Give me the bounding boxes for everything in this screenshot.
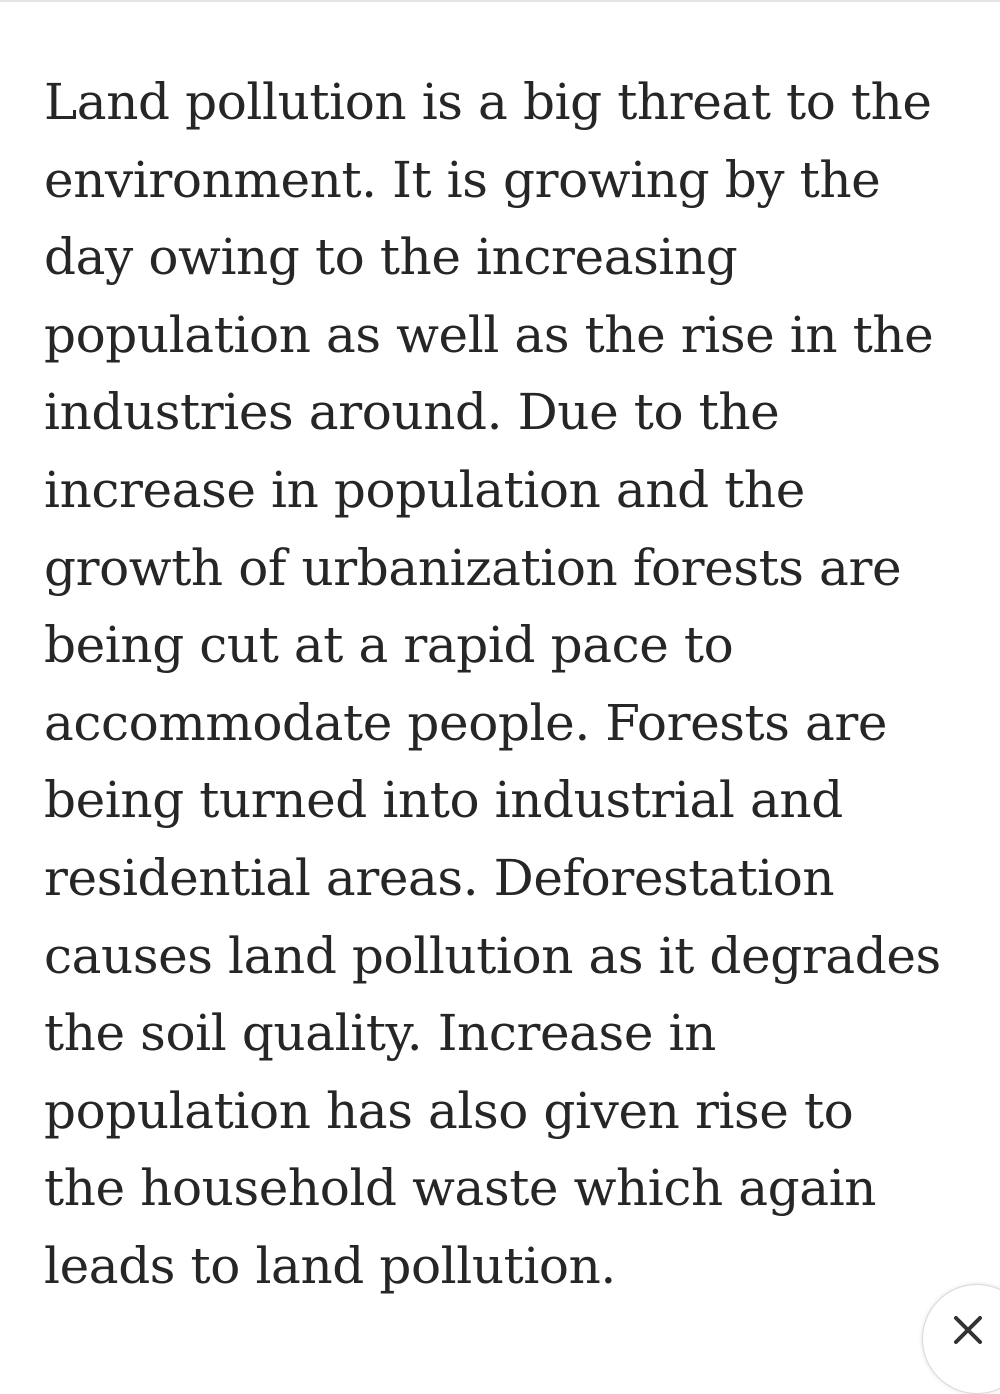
- paragraph-line: growth of urbanization forests are: [44, 538, 902, 597]
- paragraph-line: day owing to the increasing: [44, 228, 738, 287]
- paragraph-line: being cut at a rapid pace to: [44, 616, 734, 675]
- paragraph-line: accommodate people. Forests are: [44, 693, 888, 752]
- paragraph-line: being turned into industrial and: [44, 771, 843, 830]
- article-paragraph: Land pollution is a big threat to the en…: [44, 64, 974, 1306]
- paragraph-line: the household waste which again: [44, 1159, 877, 1218]
- top-divider: [0, 0, 1000, 2]
- paragraph-line: the soil quality. Increase in: [44, 1004, 716, 1063]
- paragraph-line: leads to land pollution.: [44, 1236, 616, 1295]
- paragraph-line: increase in population and the: [44, 460, 805, 519]
- close-icon: [951, 1313, 985, 1347]
- paragraph-line: population has also given rise to: [44, 1081, 854, 1140]
- paragraph-line: industries around. Due to the: [44, 383, 780, 442]
- paragraph-line: environment. It is growing by the: [44, 150, 881, 209]
- paragraph-line: population as well as the rise in the: [44, 305, 934, 364]
- paragraph-line: causes land pollution as it degrades: [44, 926, 941, 985]
- paragraph-line: Land pollution is a big threat to the: [44, 73, 932, 131]
- paragraph-line: residential areas. Deforestation: [44, 848, 835, 907]
